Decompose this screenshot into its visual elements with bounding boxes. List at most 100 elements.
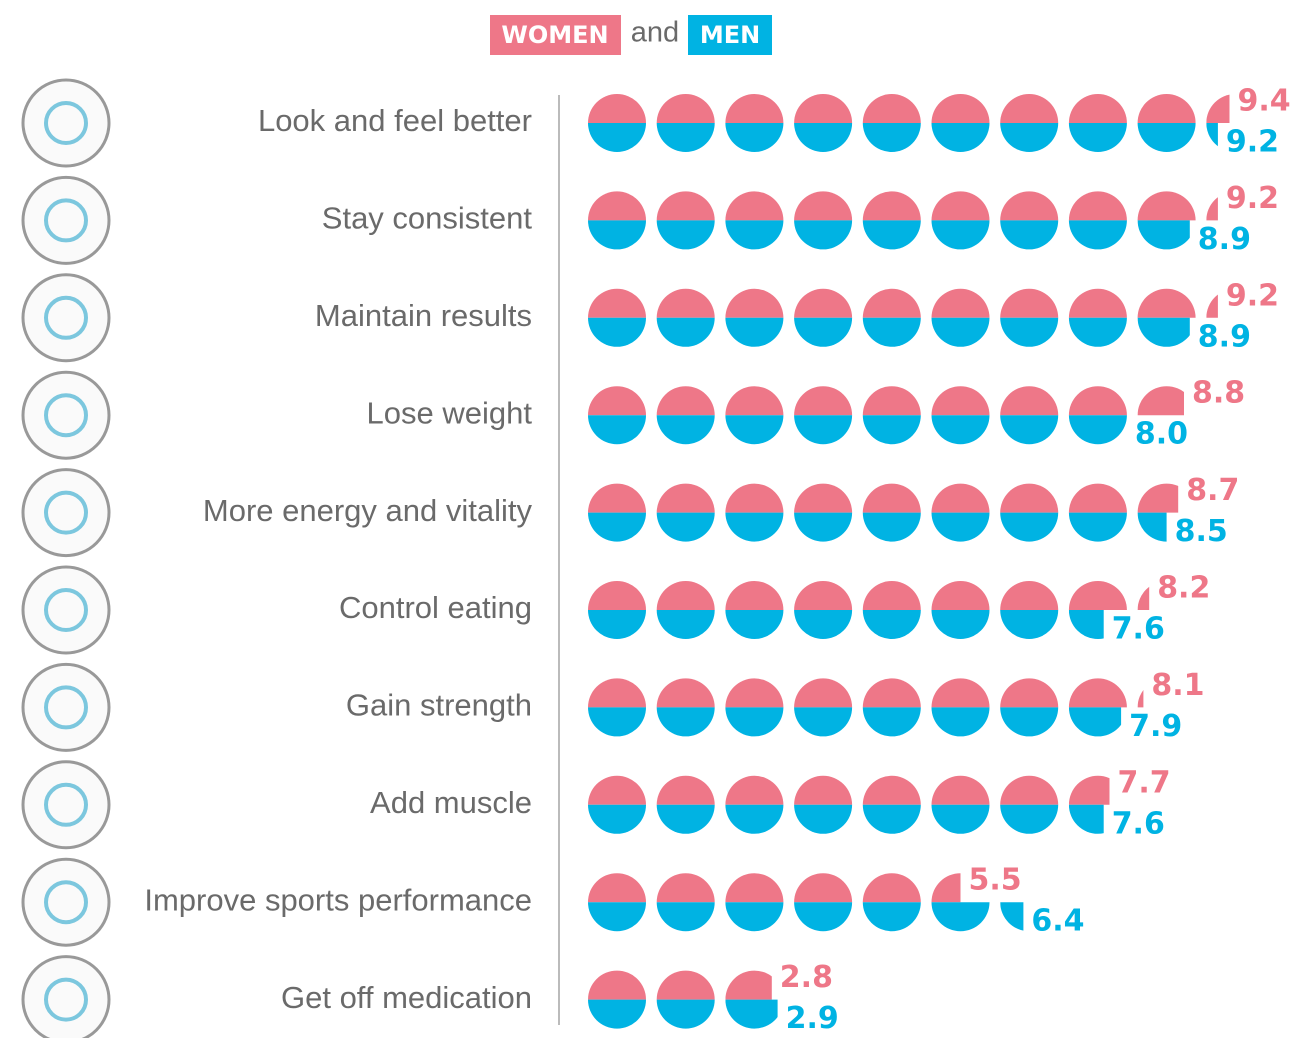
men-half	[862, 512, 921, 542]
category-label: Lose weight	[367, 395, 533, 430]
category-label: Improve sports performance	[144, 882, 532, 917]
category-label: Get off medication	[281, 980, 532, 1015]
women-half	[1068, 483, 1127, 513]
men-half	[725, 707, 784, 737]
men-half	[725, 999, 778, 1029]
women-half	[588, 678, 646, 708]
icon-ring	[21, 468, 111, 558]
men-half	[931, 415, 990, 445]
men-half	[725, 123, 784, 152]
icon-glyph	[44, 198, 88, 243]
women-half	[931, 288, 990, 318]
men-half	[1068, 610, 1104, 639]
women-half	[794, 191, 853, 221]
men-half	[1068, 123, 1127, 152]
men-half	[794, 610, 853, 639]
women-half	[862, 581, 921, 610]
women-half	[725, 94, 784, 123]
legend-label: MEN	[700, 21, 760, 49]
women-half	[1068, 288, 1127, 318]
women-half	[656, 483, 715, 513]
men-half	[656, 317, 715, 347]
men-half	[931, 610, 990, 639]
icon-ring	[21, 370, 111, 460]
women-half	[1137, 586, 1150, 610]
men-half	[656, 707, 715, 737]
men-half	[794, 317, 853, 347]
men-half	[794, 902, 853, 932]
value-label: 2.9	[786, 1001, 839, 1036]
women-half	[794, 288, 853, 318]
women-half	[1206, 294, 1218, 318]
women-half	[931, 386, 990, 416]
women-half	[931, 678, 990, 708]
women-half	[1137, 690, 1144, 708]
women-half	[1137, 483, 1179, 513]
value-label: 7.6	[1112, 806, 1165, 841]
category-label: Add muscle	[370, 785, 532, 820]
men-half	[1000, 804, 1059, 834]
men-half	[931, 220, 990, 250]
men-half	[1000, 123, 1059, 152]
men-half	[1206, 123, 1218, 147]
women-half	[588, 970, 646, 1000]
women-half	[725, 288, 784, 318]
women-half	[656, 94, 715, 123]
men-half	[588, 707, 646, 737]
value-label: 5.5	[969, 863, 1022, 898]
men-half	[1068, 707, 1122, 737]
women-half	[931, 191, 990, 221]
women-half	[588, 483, 646, 513]
women-half	[1000, 288, 1059, 318]
women-half	[588, 288, 646, 318]
legend-joiner: and	[631, 17, 679, 49]
men-half	[931, 512, 990, 542]
men-half	[794, 415, 853, 445]
women-half	[862, 94, 921, 123]
category-label: Gain strength	[346, 688, 532, 723]
men-half	[725, 804, 784, 834]
women-half	[725, 386, 784, 416]
women-half	[725, 775, 784, 805]
women-half	[1068, 678, 1127, 708]
women-half	[794, 775, 853, 805]
women-half	[1137, 386, 1184, 416]
women-half	[794, 873, 853, 903]
icon-glyph	[44, 588, 88, 632]
men-half	[588, 804, 646, 834]
women-half	[862, 386, 921, 416]
category-label: Control eating	[339, 590, 532, 625]
value-label: 8.8	[1192, 376, 1245, 411]
women-half	[656, 970, 715, 1000]
women-half	[1137, 191, 1196, 221]
women-half	[931, 483, 990, 513]
men-half	[862, 610, 921, 639]
men-half	[656, 415, 715, 445]
women-half	[656, 191, 715, 221]
women-half	[862, 483, 921, 513]
women-half	[656, 386, 715, 416]
men-half	[1000, 902, 1024, 931]
men-half	[1000, 707, 1059, 737]
value-label: 9.2	[1226, 181, 1279, 216]
men-half	[725, 220, 784, 250]
women-half	[1068, 191, 1127, 221]
icon-ring	[21, 760, 111, 850]
women-half	[1000, 775, 1059, 805]
women-half	[1206, 197, 1218, 221]
men-half	[862, 707, 921, 737]
women-half	[725, 581, 784, 610]
men-half	[1000, 317, 1059, 347]
men-half	[588, 512, 646, 542]
women-half	[1000, 483, 1059, 513]
men-half	[1000, 610, 1059, 639]
women-half	[588, 386, 646, 416]
men-half	[1068, 415, 1127, 445]
men-half	[588, 415, 646, 445]
icon-ring	[21, 565, 111, 655]
icon-ring	[21, 955, 111, 1038]
category-label: Look and feel better	[258, 103, 532, 138]
value-label: 8.9	[1198, 319, 1251, 354]
women-half	[588, 94, 646, 123]
men-half	[862, 317, 921, 347]
